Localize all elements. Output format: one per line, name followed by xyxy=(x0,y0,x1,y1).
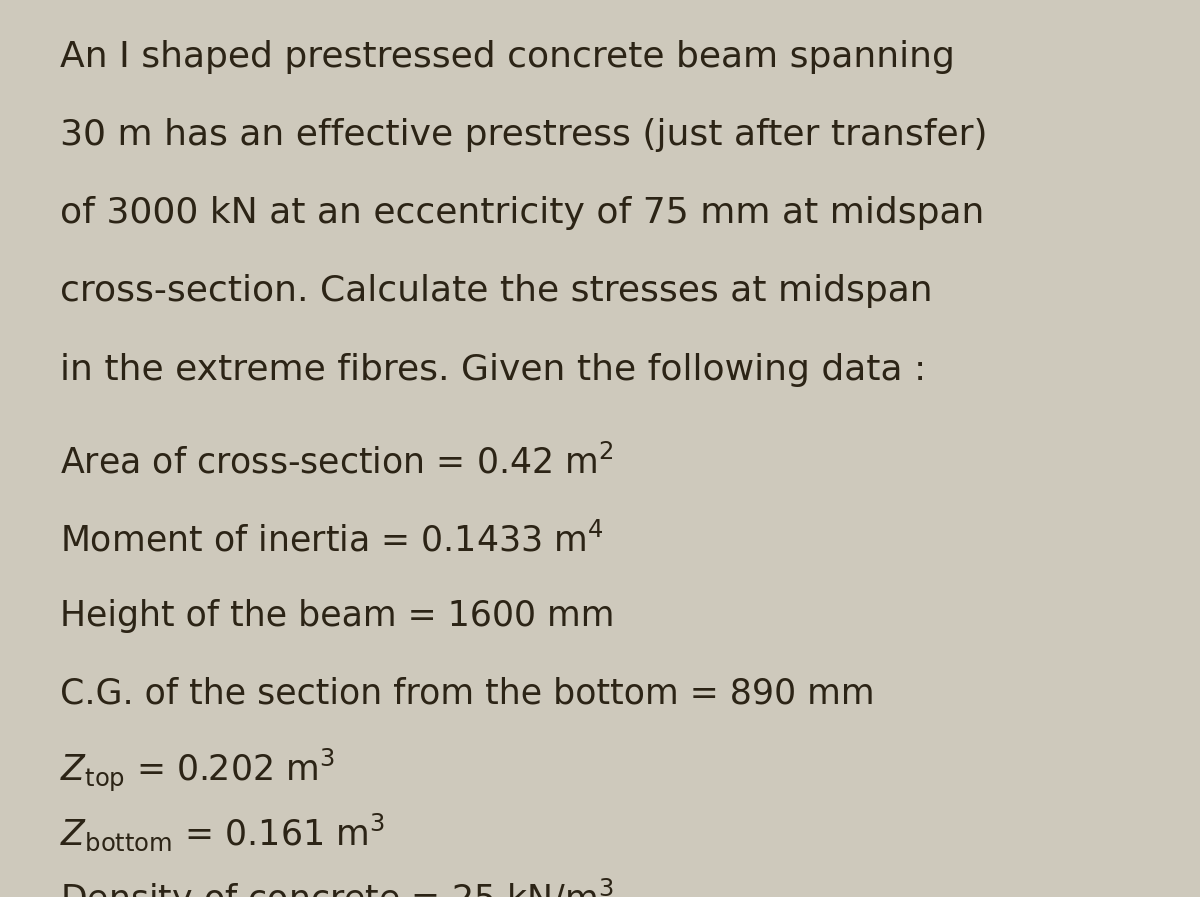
Text: cross-section. Calculate the stresses at midspan: cross-section. Calculate the stresses at… xyxy=(60,274,932,309)
Text: Height of the beam = 1600 mm: Height of the beam = 1600 mm xyxy=(60,599,614,633)
Text: 30 m has an effective prestress (just after transfer): 30 m has an effective prestress (just af… xyxy=(60,118,988,152)
Text: in the extreme fibres. Given the following data :: in the extreme fibres. Given the followi… xyxy=(60,353,926,387)
Text: Density of concrete = 25 kN/m$^{3}$: Density of concrete = 25 kN/m$^{3}$ xyxy=(60,877,613,897)
Text: An I shaped prestressed concrete beam spanning: An I shaped prestressed concrete beam sp… xyxy=(60,40,955,74)
Text: Area of cross-section = 0.42 m$^{2}$: Area of cross-section = 0.42 m$^{2}$ xyxy=(60,444,613,480)
Text: Moment of inertia = 0.1433 m$^{4}$: Moment of inertia = 0.1433 m$^{4}$ xyxy=(60,522,604,558)
Text: $Z_{\mathrm{bottom}}$ = 0.161 m$^{3}$: $Z_{\mathrm{bottom}}$ = 0.161 m$^{3}$ xyxy=(60,812,385,853)
Text: of 3000 kN at an eccentricity of 75 mm at midspan: of 3000 kN at an eccentricity of 75 mm a… xyxy=(60,196,984,231)
Text: C.G. of the section from the bottom = 890 mm: C.G. of the section from the bottom = 89… xyxy=(60,676,875,710)
Text: $Z_{\mathrm{top}}$ = 0.202 m$^{3}$: $Z_{\mathrm{top}}$ = 0.202 m$^{3}$ xyxy=(60,746,335,794)
